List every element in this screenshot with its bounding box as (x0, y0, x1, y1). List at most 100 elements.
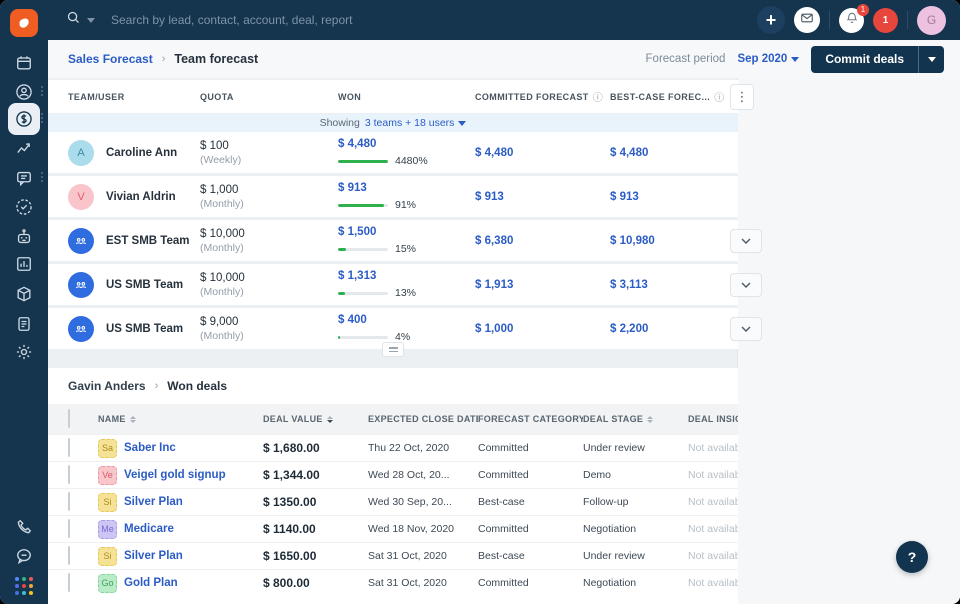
row-checkbox[interactable] (68, 573, 70, 592)
won-amount-link[interactable]: $ 1,313 (338, 270, 377, 282)
row-checkbox[interactable] (68, 492, 70, 511)
quick-add-button[interactable]: + (757, 6, 785, 34)
best-case-amount-link[interactable]: $ 2,200 (610, 322, 649, 335)
sidebar-item-documents[interactable] (8, 308, 40, 340)
deal-row-gold-plan[interactable]: Go Gold Plan $ 800.00 Sat 31 Oct, 2020 Co… (48, 569, 738, 596)
row-checkbox[interactable] (68, 438, 70, 457)
deal-row-medicare[interactable]: Me Medicare $ 1140.00 Wed 18 Nov, 2020 Co… (48, 515, 738, 542)
topbar-divider (829, 11, 830, 29)
email-button[interactable] (794, 7, 820, 33)
team-avatar-icon (68, 271, 94, 298)
contacts-kebab-icon[interactable] (41, 86, 45, 96)
won-amount-link[interactable]: $ 1,500 (338, 226, 377, 238)
forecast-row-us-smb-team-1[interactable]: US SMB Team $ 10,000 (Monthly) $ 1,313 13%… (48, 264, 762, 305)
deal-row-saber-inc[interactable]: Sa Saber Inc $ 1,680.00 Thu 22 Oct, 2020 … (48, 434, 738, 461)
sidebar-item-support-chat[interactable] (8, 540, 40, 572)
sidebar-item-phone[interactable] (8, 511, 40, 543)
col-expected-close-date[interactable]: EXPECTED CLOSE DATE (368, 414, 478, 424)
row-checkbox[interactable] (68, 519, 70, 538)
search-input[interactable]: Search by lead, contact, account, deal, … (111, 13, 353, 27)
best-case-amount-link[interactable]: $ 3,113 (610, 278, 648, 291)
help-button[interactable]: ? (896, 541, 928, 573)
showing-teams-users-link[interactable]: 3 teams + 18 users (365, 117, 467, 129)
forecast-row-est-smb-team[interactable]: EST SMB Team $ 10,000 (Monthly) $ 1,500 15… (48, 220, 762, 261)
search-scope-caret-icon[interactable] (87, 17, 95, 23)
commit-deals-dropdown[interactable] (918, 45, 944, 73)
commit-deals-button[interactable]: Commit deals (811, 45, 944, 73)
expand-team-button[interactable] (730, 228, 762, 253)
forecast-period-select[interactable]: Sep 2020 (737, 53, 800, 65)
deal-row-silver-plan-2[interactable]: Si Silver Plan $ 1650.00 Sat 31 Oct, 2020… (48, 542, 738, 569)
sidebar-item-reports[interactable] (8, 132, 40, 164)
deal-name-link[interactable]: Medicare (124, 523, 174, 535)
sidebar-item-settings[interactable] (8, 336, 40, 368)
col-name[interactable]: NAME (98, 414, 263, 424)
won-amount-link[interactable]: $ 913 (338, 182, 367, 194)
alert-count-button[interactable]: 1 (873, 7, 898, 33)
sidebar-item-contacts[interactable] (8, 76, 40, 108)
envelope-icon (800, 11, 814, 30)
col-team-user[interactable]: TEAM/USER (68, 91, 125, 102)
dollar-icon (14, 109, 34, 129)
sidebar-item-deals-active[interactable] (8, 103, 40, 135)
forecast-row-caroline-ann[interactable]: A Caroline Ann $ 100 (Weekly) $ 4,480 4480%… (48, 132, 738, 173)
progress-bar (338, 247, 388, 251)
row-checkbox[interactable] (68, 546, 70, 565)
col-quota[interactable]: QUOTA (200, 91, 234, 102)
expand-team-button[interactable] (730, 316, 762, 341)
sidebar-item-calendar[interactable] (8, 47, 40, 79)
col-best-case-forecast[interactable]: BEST-CASE FOREC... ⓘ (610, 89, 730, 105)
sidebar-item-analytics[interactable] (8, 248, 40, 280)
deal-name-link[interactable]: Silver Plan (124, 550, 183, 562)
expand-team-button[interactable] (730, 272, 762, 297)
col-deal-insight[interactable]: DEAL INSIG (688, 414, 738, 424)
col-deal-stage[interactable]: DEAL STAGE (583, 414, 688, 424)
breadcrumb-sales-forecast[interactable]: Sales Forecast (68, 52, 153, 66)
sidebar-item-conversations[interactable] (8, 162, 40, 194)
info-icon[interactable]: ⓘ (592, 93, 604, 104)
col-won[interactable]: WON (338, 91, 362, 102)
deal-name-link[interactable]: Gold Plan (124, 577, 178, 589)
select-all-checkbox[interactable] (68, 409, 70, 428)
sort-icon-active (326, 415, 333, 423)
committed-amount-link[interactable]: $ 1,913 (475, 278, 514, 291)
col-committed-forecast[interactable]: COMMITTED FORECAST ⓘ (475, 89, 610, 105)
deal-row-veigel-gold-signup[interactable]: Ve Veigel gold signup $ 1,344.00 Wed 28 O… (48, 461, 738, 488)
committed-amount-link[interactable]: $ 1,000 (475, 322, 514, 335)
best-case-amount-link[interactable]: $ 4,480 (610, 146, 649, 159)
deals-kebab-icon[interactable] (41, 113, 45, 123)
sidebar (0, 0, 48, 604)
content-area: TEAM/USER QUOTA WON COMMITTED FORECAST ⓘ … (48, 78, 960, 604)
freshworks-logo-icon[interactable] (10, 9, 38, 37)
committed-amount-link[interactable]: $ 6,380 (475, 234, 514, 247)
progress-bar (338, 159, 388, 163)
deal-row-silver-plan-1[interactable]: Si Silver Plan $ 1350.00 Wed 30 Sep, 20..… (48, 488, 738, 515)
forecast-row-vivian-aldrin[interactable]: V Vivian Aldrin $ 1,000 (Monthly) $ 913 91%… (48, 176, 738, 217)
table-options-kebab-button[interactable]: ⋮ (730, 83, 754, 110)
panel-resize-handle[interactable] (382, 342, 404, 357)
deal-name-link[interactable]: Saber Inc (124, 442, 176, 454)
won-amount-link[interactable]: $ 4,480 (338, 138, 377, 150)
committed-amount-link[interactable]: $ 913 (475, 190, 504, 203)
row-checkbox[interactable] (68, 465, 70, 484)
committed-amount-link[interactable]: $ 4,480 (475, 146, 514, 159)
notifications-button[interactable]: 1 (839, 3, 869, 33)
best-case-amount-link[interactable]: $ 913 (610, 190, 639, 203)
best-case-amount-link[interactable]: $ 10,980 (610, 234, 655, 247)
avatar: V (68, 183, 94, 210)
topbar-divider (907, 11, 908, 29)
app-switcher-icon[interactable] (15, 577, 33, 595)
info-icon[interactable]: ⓘ (714, 93, 725, 104)
deals-breadcrumb-user[interactable]: Gavin Anders (68, 379, 146, 393)
chat-kebab-icon[interactable] (41, 172, 45, 182)
global-search[interactable]: Search by lead, contact, account, deal, … (48, 10, 757, 30)
deal-name-link[interactable]: Veigel gold signup (124, 469, 226, 481)
user-avatar[interactable]: G (917, 5, 946, 35)
col-deal-value[interactable]: DEAL VALUE (263, 414, 368, 424)
sidebar-item-goals[interactable] (8, 191, 40, 223)
sidebar-item-bot[interactable] (8, 221, 40, 253)
sidebar-item-products[interactable] (8, 278, 40, 310)
col-forecast-category[interactable]: FORECAST CATEGORY (478, 414, 583, 424)
deal-name-link[interactable]: Silver Plan (124, 496, 183, 508)
won-amount-link[interactable]: $ 400 (338, 314, 367, 326)
